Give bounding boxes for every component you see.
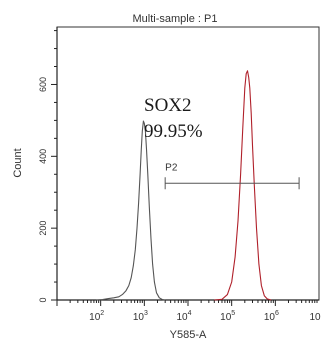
x-tick-base: 10 [133, 312, 145, 323]
x-axis-label: Y585-A [170, 329, 207, 341]
x-tick-label: 10 [309, 312, 321, 323]
x-tick-base: 10 [264, 312, 276, 323]
x-axis-ticks: 102 103 104 105 106 10 [56, 300, 321, 323]
y-axis-ticks: 0 200 400 600 [38, 30, 57, 303]
x-tick-exponent: 3 [144, 310, 148, 317]
y-tick-label: 200 [38, 221, 48, 236]
x-tick-exponent: 2 [100, 310, 104, 317]
plot-frame [56, 26, 320, 301]
x-tick-label: 106 [264, 310, 279, 323]
y-tick-label: 0 [38, 297, 48, 302]
histogram-series-2 [214, 70, 272, 301]
x-tick-base: 10 [176, 312, 188, 323]
x-tick-base: 10 [309, 312, 321, 323]
y-tick-label: 600 [38, 77, 48, 92]
x-tick-exponent: 4 [188, 310, 192, 317]
gate: P2 [164, 162, 300, 190]
marker-label: SOX2 [144, 95, 192, 116]
y-axis-label: Count [12, 148, 24, 177]
x-tick-base: 10 [220, 312, 232, 323]
x-tick-exponent: 6 [275, 310, 279, 317]
x-tick-label: 102 [89, 310, 104, 323]
histogram-series-1 [96, 120, 166, 301]
percent-label: 99.95% [144, 121, 203, 142]
x-tick-label: 103 [133, 310, 148, 323]
y-tick-label: 400 [38, 149, 48, 164]
x-tick-base: 10 [89, 312, 101, 323]
chart-title: Multi-sample : P1 [133, 13, 218, 25]
series-layer [96, 70, 272, 301]
x-tick-label: 104 [176, 310, 191, 323]
x-tick-label: 105 [220, 310, 235, 323]
gate-label: P2 [165, 162, 178, 173]
x-tick-exponent: 5 [231, 310, 235, 317]
